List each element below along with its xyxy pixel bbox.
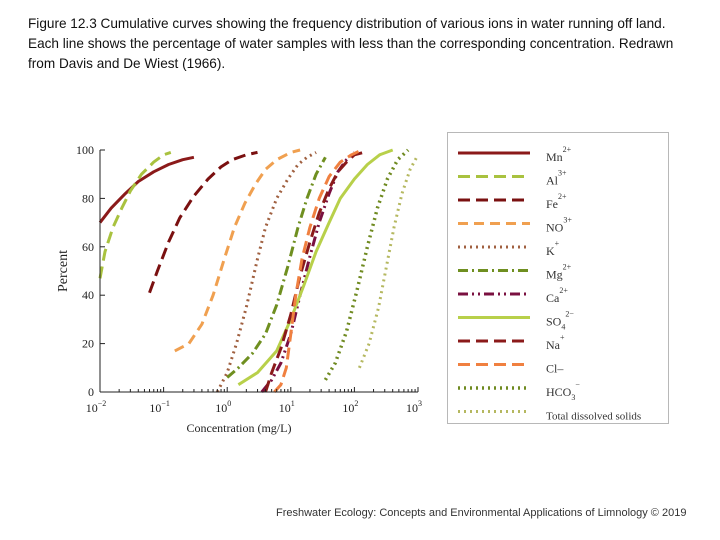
series-layer bbox=[98, 148, 420, 394]
chart-svg: 0 20 40 60 80 100 10−2 10−1 100 101 102 103 Concentr… bbox=[56, 143, 422, 435]
legend-label-3: NO3+ bbox=[546, 216, 572, 235]
x-tick-label-5: 103 bbox=[406, 399, 422, 415]
legend-label-10: HCO3− bbox=[546, 380, 580, 402]
legend-svg: Mn2+ Al3+ Fe2+ NO3+ K+ Mg2+ Ca2+ SO42−Na+ Cl– HCO… bbox=[458, 145, 641, 423]
y-axis-label: Percent bbox=[56, 250, 71, 292]
legend-label-5: Mg2+ bbox=[546, 263, 572, 282]
legend-label-4: K+ bbox=[546, 239, 560, 258]
series-line-11 bbox=[358, 154, 420, 369]
legend-label-8: Na+ bbox=[546, 333, 565, 352]
series-line-7 bbox=[237, 148, 394, 386]
figure-caption: Figure 12.3 Cumulative curves showing th… bbox=[28, 16, 674, 71]
y-tick-label-40: 40 bbox=[82, 288, 94, 302]
series-line-10 bbox=[323, 148, 410, 381]
legend-label-11: Total dissolved solids bbox=[546, 411, 641, 423]
legend-label-7: SO42− bbox=[546, 310, 574, 332]
legend-label-6: Ca2+ bbox=[546, 286, 568, 305]
series-line-0 bbox=[98, 155, 195, 224]
x-tick-label-0: 10−2 bbox=[86, 399, 107, 415]
legend-label-1: Al3+ bbox=[546, 169, 567, 188]
legend-label-0: Mn2+ bbox=[546, 145, 572, 164]
legend-label-2: Fe2+ bbox=[546, 192, 567, 211]
cumulative-chart: 0 20 40 60 80 100 10−2 10−1 100 101 102 103 Concentr… bbox=[48, 130, 428, 440]
footer-credit: Freshwater Ecology: Concepts and Environ… bbox=[276, 507, 687, 519]
y-tick-label-0: 0 bbox=[88, 385, 94, 399]
x-tick-label-4: 102 bbox=[342, 399, 358, 415]
series-line-4 bbox=[215, 151, 317, 393]
x-tick-label-2: 100 bbox=[215, 399, 231, 415]
series-line-8 bbox=[264, 150, 365, 393]
x-axis-label: Concentration (mg/L) bbox=[187, 421, 292, 435]
chart-legend: Mn2+ Al3+ Fe2+ NO3+ K+ Mg2+ Ca2+ SO42− Na+ Cl– HCO… bbox=[447, 132, 669, 424]
y-tick-label-100: 100 bbox=[76, 143, 94, 157]
series-line-1 bbox=[98, 150, 172, 279]
x-tick-label-3: 101 bbox=[279, 399, 295, 415]
legend-label-9: Cl– bbox=[546, 362, 564, 376]
y-tick-label-60: 60 bbox=[82, 240, 94, 254]
x-tick-label-1: 10−1 bbox=[149, 399, 170, 415]
series-line-2 bbox=[148, 150, 258, 294]
series-line-3 bbox=[174, 148, 301, 353]
y-tick-label-20: 20 bbox=[82, 337, 94, 351]
axes-layer: 0 20 40 60 80 100 10−2 10−1 100 101 102 103 Concentr… bbox=[56, 143, 422, 435]
y-tick-label-80: 80 bbox=[82, 191, 94, 205]
series-line-9 bbox=[273, 148, 363, 394]
series-line-5 bbox=[226, 156, 327, 379]
